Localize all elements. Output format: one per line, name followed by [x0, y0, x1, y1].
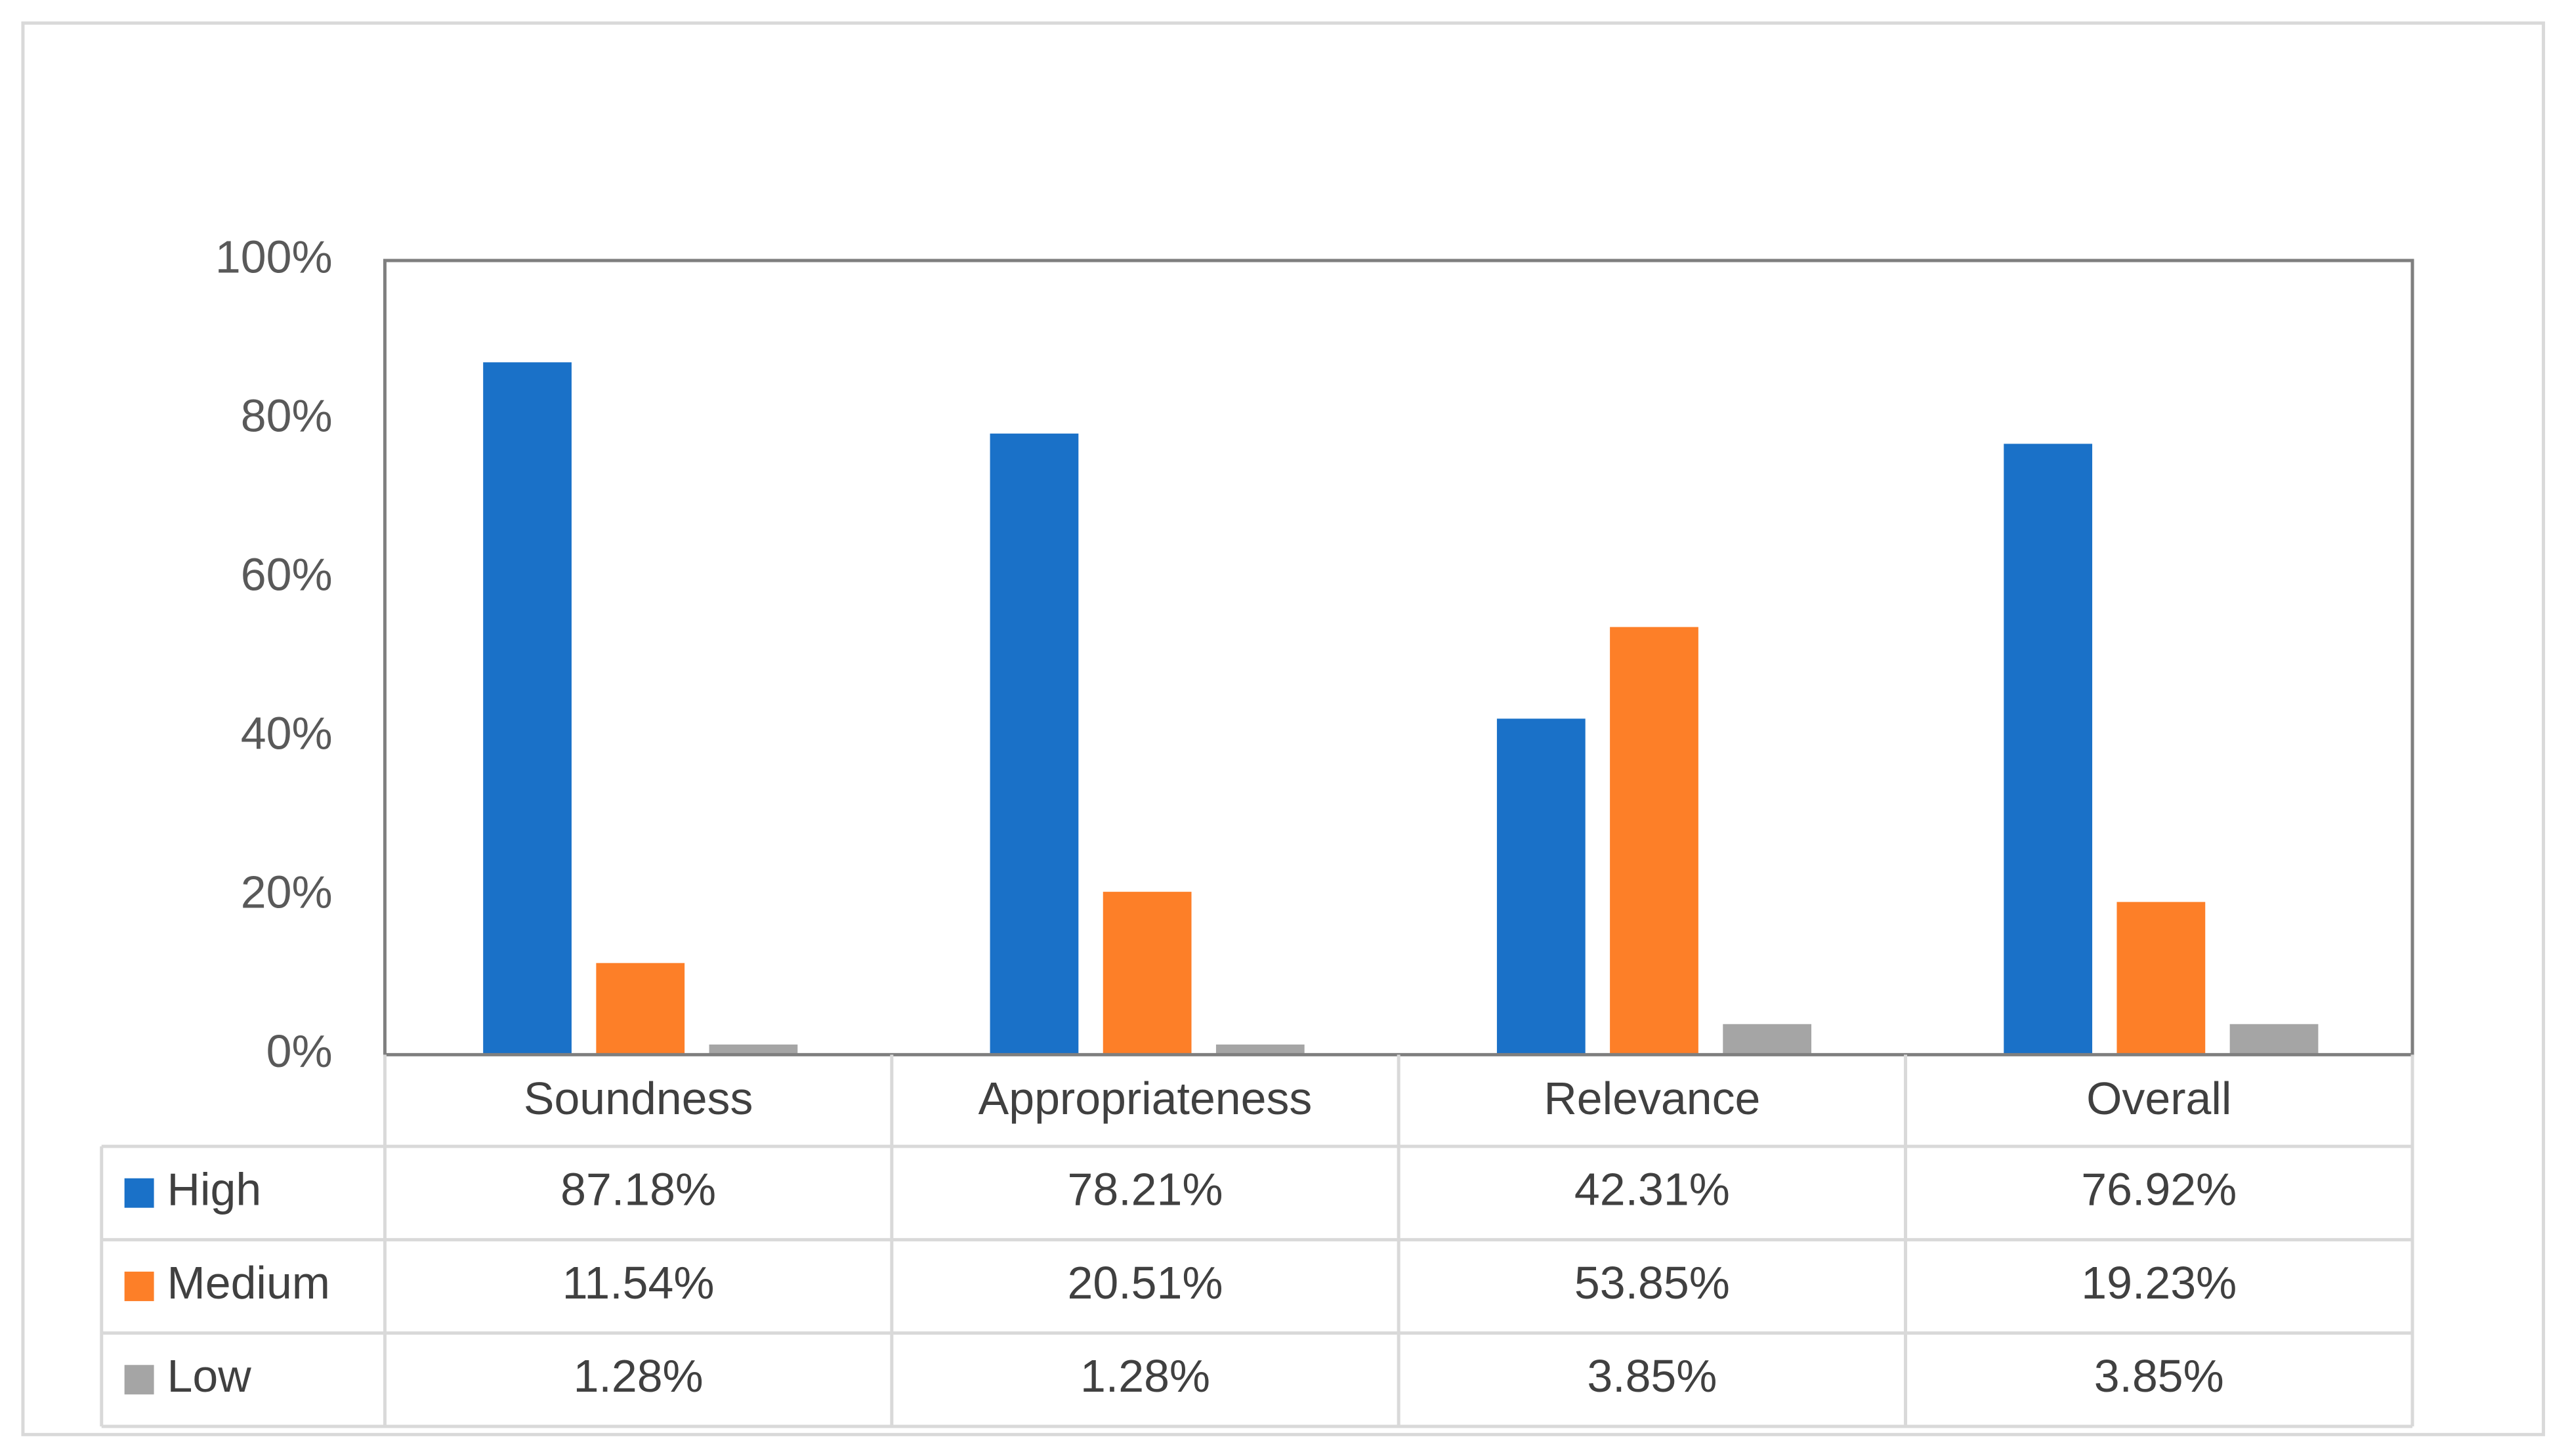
x-tick-label: Relevance	[1544, 1073, 1760, 1124]
bar	[1723, 1024, 1812, 1055]
x-tick-label: Overall	[2086, 1073, 2231, 1124]
legend-swatch	[124, 1365, 154, 1395]
bar	[2116, 902, 2206, 1055]
legend-label: High	[167, 1164, 262, 1215]
bar	[709, 1044, 798, 1055]
y-tick-label: 60%	[241, 549, 333, 600]
table-value: 11.54%	[562, 1257, 715, 1308]
table-value: 20.51%	[1068, 1257, 1223, 1308]
bar	[1496, 718, 1586, 1055]
bar	[2229, 1024, 2319, 1055]
legend-label: Medium	[167, 1257, 330, 1308]
bar	[1103, 892, 1192, 1055]
bar	[483, 362, 572, 1055]
table-value: 1.28%	[574, 1350, 704, 1402]
bar	[990, 433, 1079, 1055]
table-value: 87.18%	[560, 1164, 716, 1215]
table-value: 1.28%	[1080, 1350, 1210, 1402]
table-value: 78.21%	[1068, 1164, 1223, 1215]
x-tick-label: Soundness	[524, 1073, 753, 1124]
chart-frame	[21, 21, 2546, 1436]
table-value: 53.85%	[1574, 1257, 1730, 1308]
bar	[2004, 444, 2093, 1055]
table-value: 42.31%	[1574, 1164, 1730, 1215]
y-tick-label: 20%	[241, 867, 333, 918]
y-tick-label: 40%	[241, 708, 333, 759]
bar	[596, 963, 685, 1055]
legend-swatch	[124, 1178, 154, 1208]
table-value: 3.85%	[2094, 1350, 2224, 1402]
legend-label: Low	[167, 1350, 252, 1402]
table-value: 19.23%	[2081, 1257, 2237, 1308]
y-tick-label: 0%	[266, 1026, 333, 1077]
x-tick-label: Appropriateness	[979, 1073, 1313, 1124]
table-value: 3.85%	[1587, 1350, 1717, 1402]
bar	[1215, 1044, 1305, 1055]
table-value: 76.92%	[2081, 1164, 2237, 1215]
y-tick-label: 80%	[241, 390, 333, 442]
legend-swatch	[124, 1272, 154, 1301]
bar	[1610, 627, 1698, 1055]
y-tick-label: 100%	[215, 231, 333, 282]
